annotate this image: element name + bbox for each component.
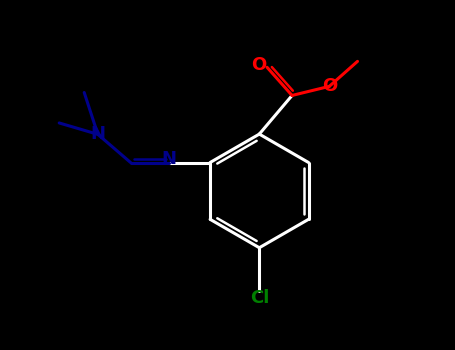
Text: O: O — [322, 77, 337, 95]
Text: N: N — [162, 150, 177, 168]
Text: N: N — [91, 125, 106, 143]
Text: O: O — [251, 56, 267, 74]
Text: Cl: Cl — [250, 289, 269, 307]
